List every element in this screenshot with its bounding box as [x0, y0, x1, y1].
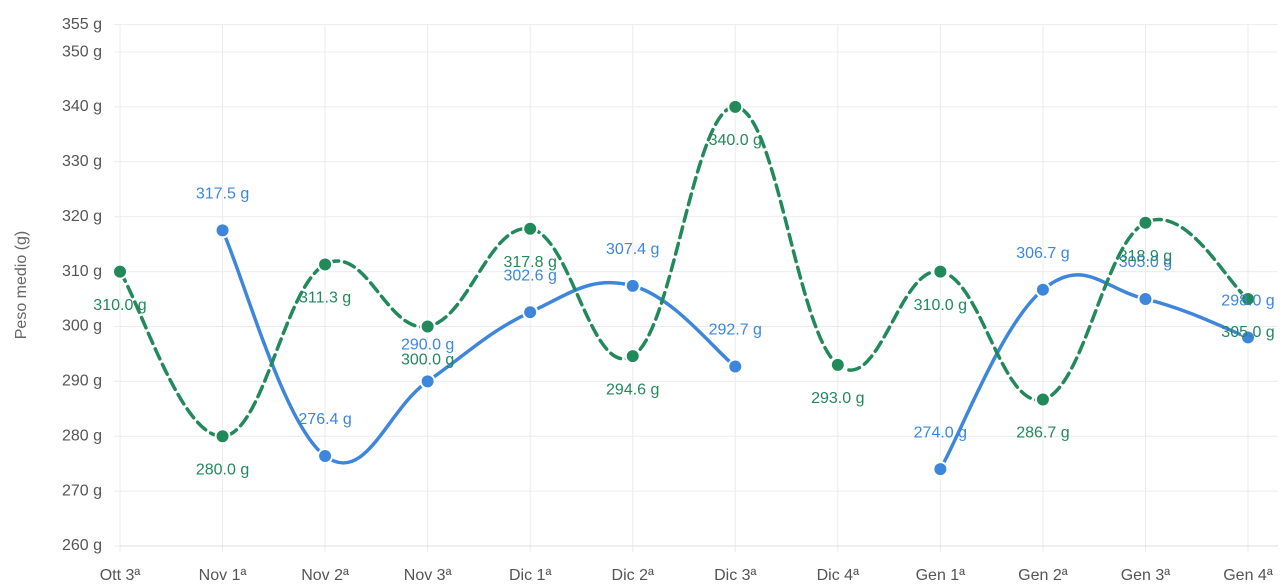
x-tick-label: Gen 3ª	[1121, 567, 1171, 584]
y-tick-label: 300 g	[62, 318, 102, 335]
value-label: 340.0 g	[709, 132, 762, 149]
point	[727, 358, 744, 375]
point	[1034, 281, 1051, 298]
point	[1240, 291, 1256, 308]
value-label: 317.5 g	[196, 186, 249, 203]
point	[932, 263, 949, 280]
point	[1034, 391, 1051, 408]
value-label: 286.7 g	[1016, 425, 1069, 442]
point	[112, 263, 128, 280]
value-label: 293.0 g	[811, 390, 864, 407]
point	[1240, 329, 1256, 346]
point	[727, 98, 744, 115]
value-label: 290.0 g	[401, 337, 454, 354]
point	[829, 356, 846, 373]
value-label: 280.0 g	[196, 461, 249, 478]
y-tick-label: 330 g	[62, 153, 102, 170]
value-label: 317.8 g	[503, 254, 556, 271]
y-tick-label: 260 g	[62, 537, 102, 554]
x-tick-label: Nov 3ª	[404, 567, 452, 584]
x-tick-label: Dic 4ª	[817, 567, 859, 584]
point	[1137, 214, 1154, 231]
value-label: 306.7 g	[1016, 245, 1069, 262]
value-label: 318.9 g	[1119, 248, 1172, 265]
value-label: 310.0 g	[914, 297, 967, 314]
point	[317, 256, 334, 273]
value-label: 305.0 g	[1119, 254, 1172, 271]
value-label: 310.0 g	[93, 297, 146, 314]
value-label: 300.0 g	[401, 352, 454, 369]
point	[522, 304, 539, 321]
x-tick-label: Nov 2ª	[301, 567, 349, 584]
y-tick-label: 340 g	[62, 98, 102, 115]
value-label: 298.0 g	[1221, 293, 1274, 310]
point	[932, 461, 949, 478]
point	[419, 373, 436, 390]
value-label: 311.3 g	[299, 290, 351, 307]
point	[317, 447, 334, 464]
y-tick-label: 270 g	[62, 482, 102, 499]
value-label: 274.0 g	[914, 424, 967, 441]
point	[419, 318, 436, 335]
value-label: 294.6 g	[606, 381, 659, 398]
x-tick-label: Gen 2ª	[1018, 567, 1068, 584]
value-label: 307.4 g	[606, 241, 659, 258]
y-tick-label: 290 g	[62, 373, 102, 390]
x-tick-label: Ott 3ª	[100, 567, 141, 584]
y-tick-label: 310 g	[62, 263, 102, 280]
x-tick-label: Nov 1ª	[199, 567, 247, 584]
point	[624, 277, 641, 294]
value-label: 305.0 g	[1221, 324, 1274, 341]
point	[1137, 291, 1154, 308]
point	[624, 348, 641, 365]
y-axis-label: Peso medio (g)	[13, 231, 30, 340]
point	[522, 220, 539, 237]
y-tick-label: 350 g	[62, 43, 102, 60]
x-tick-label: Dic 2ª	[612, 567, 654, 584]
value-label: 292.7 g	[709, 322, 762, 339]
x-tick-label: Gen 1ª	[916, 567, 966, 584]
x-tick-label: Gen 4ª	[1223, 567, 1273, 584]
x-tick-label: Dic 1ª	[509, 567, 551, 584]
y-tick-label: 355 g	[62, 16, 102, 33]
y-tick-label: 320 g	[62, 208, 102, 225]
value-label: 276.4 g	[298, 411, 351, 428]
y-tick-label: 280 g	[62, 427, 102, 444]
value-label: 302.6 g	[503, 267, 556, 284]
point	[214, 222, 231, 239]
x-tick-label: Dic 3ª	[714, 567, 756, 584]
point	[214, 428, 231, 445]
